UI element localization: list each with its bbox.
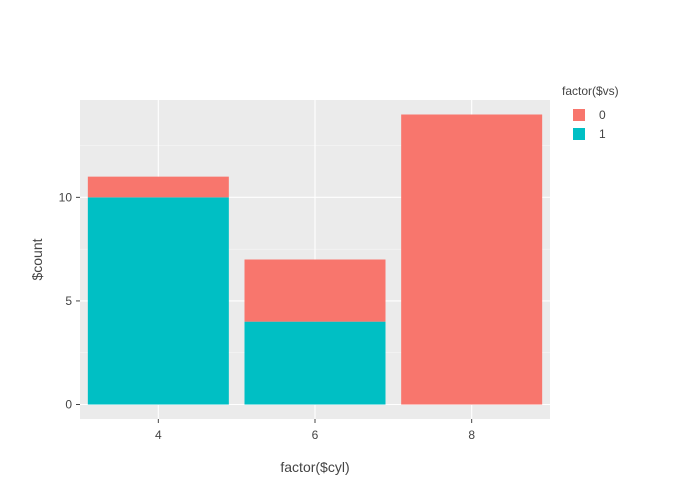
legend-items: 01 <box>573 108 606 141</box>
legend: factor($vs) 01 <box>562 84 619 141</box>
bar-cyl-6-vs-1 <box>244 321 386 405</box>
y-axis: 0 5 10 <box>59 190 80 412</box>
bar-cyl-8-vs-0 <box>401 114 543 405</box>
legend-label-0: 0 <box>599 108 606 122</box>
y-tick-label: 5 <box>65 294 72 308</box>
bar-cyl-4-vs-0 <box>87 176 229 198</box>
y-tick-label: 10 <box>59 190 73 204</box>
bar-cyl-6-vs-0 <box>244 259 386 322</box>
bar-cyl-4-vs-1 <box>87 197 229 405</box>
y-tick-label: 0 <box>65 398 72 412</box>
legend-swatch-0 <box>573 109 585 121</box>
x-axis-title: factor($cyl) <box>280 459 349 475</box>
legend-title: factor($vs) <box>562 84 619 98</box>
x-axis: 4 6 8 <box>155 419 475 442</box>
legend-swatch-1 <box>573 128 585 140</box>
x-tick-label: 8 <box>468 428 475 442</box>
x-tick-label: 6 <box>312 428 319 442</box>
y-axis-title: $count <box>29 238 45 280</box>
bars <box>87 114 543 405</box>
legend-label-1: 1 <box>599 127 606 141</box>
x-tick-label: 4 <box>155 428 162 442</box>
